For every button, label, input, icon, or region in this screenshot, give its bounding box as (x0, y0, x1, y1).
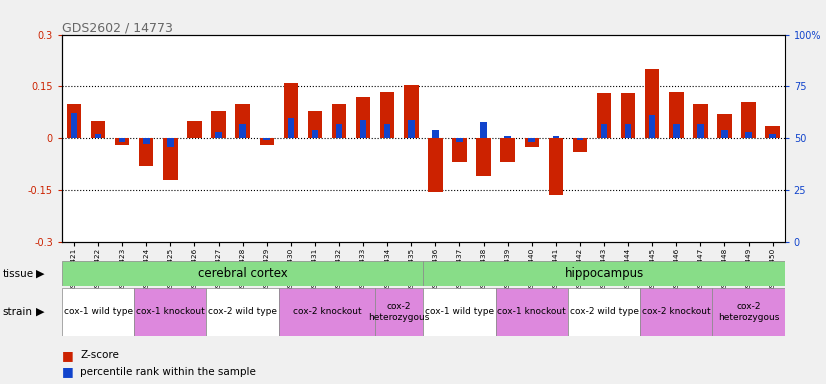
Text: cox-1 wild type: cox-1 wild type (425, 308, 494, 316)
Bar (741, 102, 756, 138)
Text: cox-2
heterozygous: cox-2 heterozygous (368, 302, 430, 322)
Bar (332, 104, 346, 138)
Bar (505, 136, 511, 138)
Bar (496, 288, 567, 336)
Bar (567, 288, 640, 336)
Bar (501, 138, 515, 162)
Bar (640, 288, 712, 336)
Bar (263, 138, 270, 140)
Bar (408, 119, 415, 138)
Bar (766, 126, 780, 138)
Bar (669, 92, 683, 138)
Bar (283, 83, 298, 138)
Bar (62, 288, 134, 336)
Bar (62, 261, 423, 286)
Bar (335, 124, 342, 138)
Bar (596, 93, 611, 138)
Text: cox-2 knockout: cox-2 knockout (292, 308, 361, 316)
Text: ■: ■ (62, 349, 74, 362)
Text: ▶: ▶ (36, 269, 44, 279)
Bar (259, 138, 274, 145)
Bar (745, 132, 752, 138)
Bar (91, 121, 105, 138)
Bar (67, 104, 81, 138)
Text: GDS2602 / 14773: GDS2602 / 14773 (62, 21, 173, 34)
Bar (134, 288, 206, 336)
Bar (645, 69, 659, 138)
Bar (211, 111, 225, 138)
Bar (673, 124, 680, 138)
Bar (423, 261, 785, 286)
Text: cox-1 wild type: cox-1 wild type (64, 308, 133, 316)
Bar (624, 124, 631, 138)
Bar (404, 85, 419, 138)
Bar (577, 138, 583, 140)
Bar (188, 121, 202, 138)
Bar (432, 130, 439, 138)
Text: percentile rank within the sample: percentile rank within the sample (80, 367, 256, 377)
Bar (452, 138, 467, 162)
Bar (480, 122, 487, 138)
Bar (553, 136, 559, 138)
Text: ▶: ▶ (36, 307, 44, 317)
Bar (311, 130, 318, 138)
Bar (456, 138, 463, 142)
Text: cerebral cortex: cerebral cortex (197, 267, 287, 280)
Bar (697, 124, 704, 138)
Bar (307, 111, 322, 138)
Bar (287, 118, 294, 138)
Bar (384, 124, 391, 138)
Bar (769, 134, 776, 138)
Text: cox-2 wild type: cox-2 wild type (569, 308, 638, 316)
Bar (235, 104, 249, 138)
Text: strain: strain (2, 307, 32, 317)
Bar (216, 132, 222, 138)
Bar (721, 130, 728, 138)
Text: cox-1 knockout: cox-1 knockout (136, 308, 205, 316)
Bar (115, 138, 130, 145)
Bar (143, 138, 150, 144)
Bar (71, 113, 78, 138)
Bar (360, 119, 367, 138)
Bar (167, 138, 173, 147)
Text: Z-score: Z-score (80, 350, 119, 360)
Text: cox-1 knockout: cox-1 knockout (497, 308, 566, 316)
Bar (529, 138, 535, 142)
Text: tissue: tissue (2, 269, 34, 279)
Bar (278, 288, 375, 336)
Bar (477, 138, 491, 176)
Bar (380, 92, 394, 138)
Bar (572, 138, 587, 152)
Text: cox-2 wild type: cox-2 wild type (208, 308, 278, 316)
Bar (621, 93, 635, 138)
Bar (119, 138, 126, 142)
Bar (240, 124, 246, 138)
Bar (163, 138, 178, 180)
Bar (375, 288, 423, 336)
Bar (717, 114, 732, 138)
Bar (95, 134, 102, 138)
Text: ■: ■ (62, 365, 74, 378)
Bar (423, 288, 496, 336)
Bar (206, 288, 278, 336)
Text: cox-2
heterozygous: cox-2 heterozygous (718, 302, 779, 322)
Bar (712, 288, 785, 336)
Bar (356, 97, 370, 138)
Bar (649, 116, 656, 138)
Bar (525, 138, 539, 147)
Bar (693, 104, 708, 138)
Bar (601, 124, 607, 138)
Text: hippocampus: hippocampus (564, 267, 643, 280)
Bar (428, 138, 443, 192)
Bar (548, 138, 563, 195)
Bar (139, 138, 154, 166)
Text: cox-2 knockout: cox-2 knockout (642, 308, 710, 316)
